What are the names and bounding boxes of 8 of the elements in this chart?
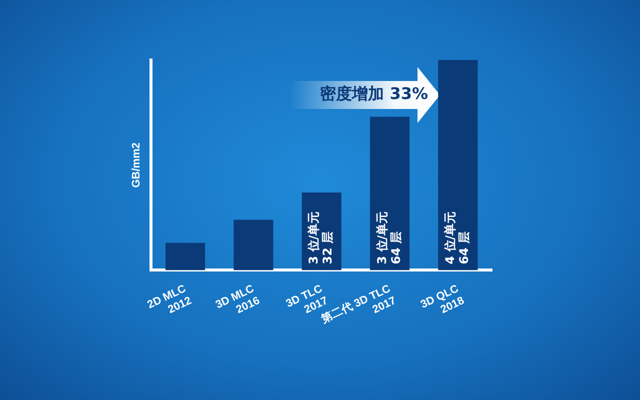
- x-tick-label: 3D QLC 2018: [418, 282, 466, 316]
- annotation: 3 位/单元 64 层: [374, 211, 403, 264]
- x-tick-label: 2D MLC 2012: [146, 282, 194, 316]
- annotation: 4 位/单元 64 层: [443, 211, 472, 264]
- y-axis-title: GB/mm2: [130, 142, 143, 188]
- x-tick-label: 3D MLC 2016: [214, 282, 262, 316]
- annotation: 密度增加 33%: [319, 84, 428, 105]
- annotation: 3 位/单元 32 层: [306, 211, 335, 264]
